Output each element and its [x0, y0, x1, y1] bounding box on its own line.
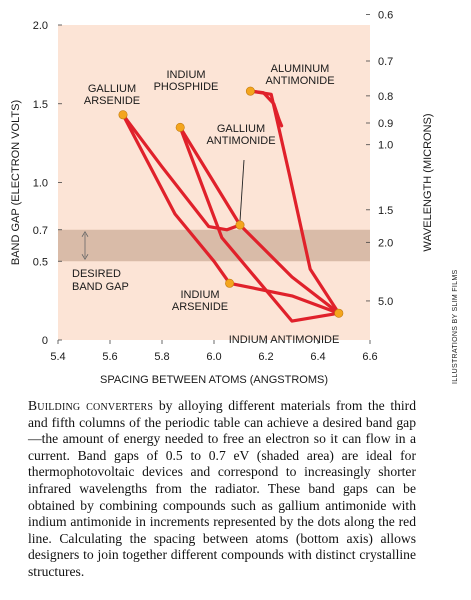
alloy-curve [121, 113, 232, 285]
desired-band-gap-region [58, 229, 370, 262]
compound-label: GALLIUM ANTIMONIDE [206, 123, 275, 147]
alloy-curve [238, 223, 341, 315]
band-arrow-head-up [81, 230, 89, 237]
y-right-tick-label: 5.0 [378, 296, 393, 308]
y-right-tick-label: 0.9 [378, 118, 393, 130]
y-left-tick-label: 1.5 [33, 99, 48, 111]
caption-body: by alloying different materials from the… [28, 398, 416, 579]
y-right-tick-label: 1.5 [378, 205, 393, 217]
x-tick-label: 5.4 [50, 351, 65, 363]
y-axis-right-title: WAVELENGTH (MICRONS) [422, 113, 434, 251]
y-axis-right-ticks: 0.6 0.7 0.8 0.9 1.0 1.5 2.0 5.0 [366, 10, 393, 308]
alloy-curve [248, 89, 284, 128]
compound-labels: GALLIUM ARSENIDE INDIUM PHOSPHIDE ALUMINUM AN… [84, 63, 339, 346]
compound-point [235, 220, 245, 230]
alloy-curve [178, 125, 242, 227]
compound-label: INDIUM ANTIMONIDE [229, 334, 340, 346]
band-gap-chart: 5.4 5.6 5.8 6.0 6.2 6.4 6.6 2.0 1.5 1.0 0.7 0.5 0 0… [10, 10, 434, 387]
compound-point [118, 110, 128, 120]
compound-point [245, 86, 255, 96]
band-arrow-head-down [81, 254, 89, 261]
band-gap-arrow [81, 230, 89, 261]
illustration-credit: ILLUSTRATIONS BY SLIM FILMS [452, 270, 462, 394]
y-right-tick-label: 0.7 [378, 56, 393, 68]
y-right-tick-label: 0.6 [378, 10, 393, 22]
alloy-curve [228, 281, 341, 315]
caption-lead: Building converters [28, 398, 154, 413]
y-right-tick-label: 1.0 [378, 140, 393, 152]
y-axis-left-title: BAND GAP (ELECTRON VOLTS) [10, 100, 22, 265]
y-right-tick-label: 0.8 [378, 91, 393, 103]
compound-label: ALUMINUM ANTIMONIDE [265, 63, 334, 87]
credit-text: ILLUSTRATIONS BY SLIM FILMS [452, 269, 459, 384]
gallium-antimonide-leader [239, 159, 245, 222]
x-axis-ticks: 5.4 5.6 5.8 6.0 6.2 6.4 6.6 [50, 340, 378, 363]
compound-point [334, 308, 344, 318]
label-leader-lines [239, 159, 245, 222]
x-tick-label: 6.4 [310, 351, 325, 363]
compound-label: GALLIUM ARSENIDE [84, 83, 140, 107]
y-left-tick-label: 0.5 [33, 256, 48, 268]
compound-point [225, 278, 235, 288]
compound-point [175, 122, 185, 132]
alloy-curve [178, 125, 341, 323]
y-left-tick-label: 1.0 [33, 178, 48, 190]
y-left-tick-label: 2.0 [33, 20, 48, 32]
x-tick-label: 6.2 [258, 351, 273, 363]
y-left-tick-label: 0 [42, 335, 48, 347]
y-axis-left-ticks: 2.0 1.5 1.0 0.7 0.5 0 [33, 20, 62, 347]
figure-caption: Building converters by alloying differen… [28, 398, 416, 581]
x-axis-title: SPACING BETWEEN ATOMS (ANGSTROMS) [100, 374, 328, 386]
x-tick-label: 6.6 [362, 351, 377, 363]
x-tick-label: 5.6 [102, 351, 117, 363]
x-tick-label: 5.8 [154, 351, 169, 363]
compound-points [118, 86, 344, 318]
x-tick-label: 6.0 [206, 351, 221, 363]
alloy-curve [121, 113, 242, 232]
compound-label: INDIUM PHOSPHIDE [154, 69, 219, 93]
band-gap-label: DESIRED BAND GAP [72, 268, 129, 293]
compound-label: INDIUM ARSENIDE [172, 289, 228, 313]
y-left-tick-label: 0.7 [33, 225, 48, 237]
y-right-tick-label: 2.0 [378, 237, 393, 249]
alloy-curves [121, 89, 341, 323]
